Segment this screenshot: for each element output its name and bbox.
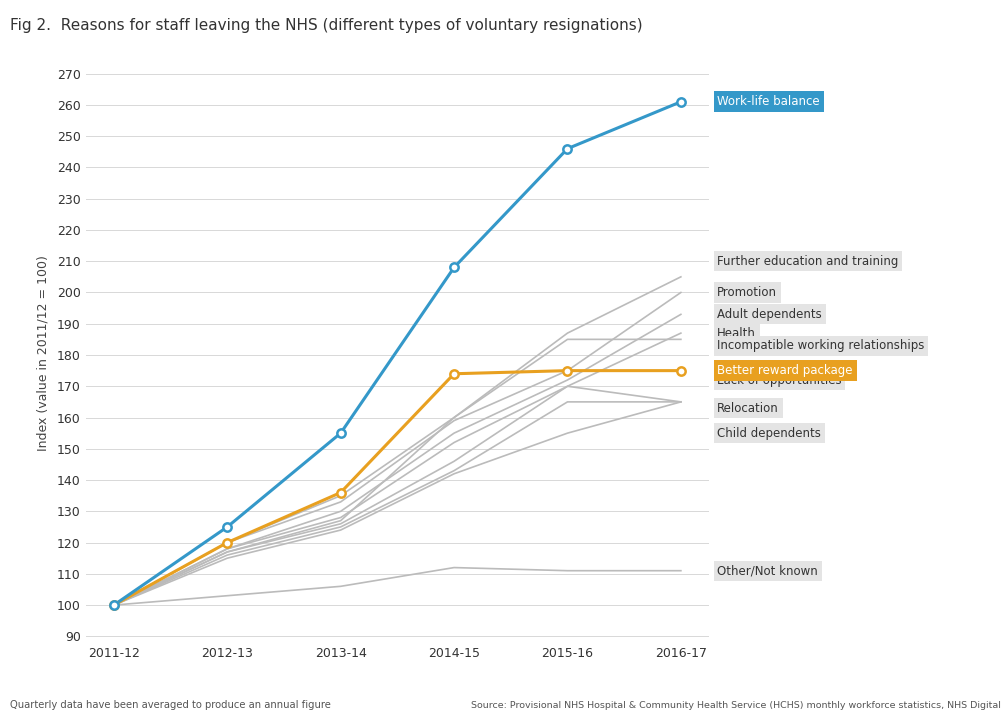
Text: Source: Provisional NHS Hospital & Community Health Service (HCHS) monthly workf: Source: Provisional NHS Hospital & Commu…	[471, 701, 1001, 710]
Text: Promotion: Promotion	[717, 286, 778, 299]
Text: Relocation: Relocation	[717, 402, 779, 415]
Text: Further education and training: Further education and training	[717, 255, 898, 268]
Text: Incompatible working relationships: Incompatible working relationships	[717, 339, 925, 352]
Text: Quarterly data have been averaged to produce an annual figure: Quarterly data have been averaged to pro…	[10, 700, 331, 710]
Text: Health: Health	[717, 326, 757, 340]
Text: Work-life balance: Work-life balance	[717, 95, 820, 109]
Y-axis label: Index (value in 2011/12 = 100): Index (value in 2011/12 = 100)	[37, 256, 50, 451]
Text: Adult dependents: Adult dependents	[717, 308, 822, 321]
Text: Other/Not known: Other/Not known	[717, 564, 818, 577]
Text: Lack of opportunities: Lack of opportunities	[717, 373, 842, 386]
Text: Fig 2.  Reasons for staff leaving the NHS (different types of voluntary resignat: Fig 2. Reasons for staff leaving the NHS…	[10, 18, 643, 33]
Text: Child dependents: Child dependents	[717, 427, 821, 440]
Text: Better reward package: Better reward package	[717, 364, 853, 377]
